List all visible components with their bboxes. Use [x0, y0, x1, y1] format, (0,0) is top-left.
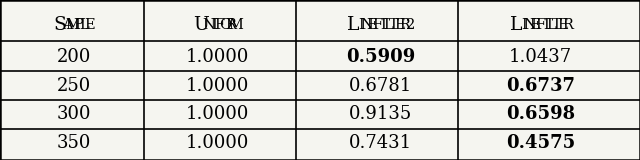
Text: 1.0000: 1.0000 [186, 134, 250, 152]
Text: N: N [360, 18, 373, 32]
Text: E: E [84, 18, 95, 32]
Text: L: L [348, 16, 360, 34]
Text: I: I [521, 18, 527, 32]
Text: N: N [523, 18, 536, 32]
Text: R: R [562, 18, 573, 32]
Text: 0.6598: 0.6598 [506, 105, 575, 123]
Text: 0.6737: 0.6737 [506, 77, 575, 95]
Text: F: F [214, 18, 225, 32]
Text: S: S [54, 16, 67, 34]
Text: A: A [62, 18, 73, 32]
Text: R: R [399, 18, 410, 32]
Text: N: N [202, 18, 215, 32]
Text: 1.0437: 1.0437 [509, 48, 572, 66]
Text: L: L [383, 18, 393, 32]
Text: 0.4575: 0.4575 [506, 134, 575, 152]
Text: 200: 200 [56, 48, 91, 66]
Text: 1.0000: 1.0000 [186, 48, 250, 66]
Text: T: T [552, 18, 561, 32]
Text: F: F [372, 18, 383, 32]
Text: E: E [529, 18, 540, 32]
Text: 0.9135: 0.9135 [349, 105, 412, 123]
Text: 0.6781: 0.6781 [349, 77, 412, 95]
Text: R: R [225, 18, 236, 32]
Text: U: U [193, 16, 209, 34]
Text: 300: 300 [56, 105, 91, 123]
Text: 1.0000: 1.0000 [186, 105, 250, 123]
Text: E: E [367, 18, 378, 32]
Text: I: I [380, 18, 386, 32]
Text: 2: 2 [406, 18, 415, 32]
Text: I: I [543, 18, 548, 32]
Text: L: L [79, 18, 89, 32]
Text: 350: 350 [56, 134, 91, 152]
Text: L: L [547, 18, 556, 32]
Text: I: I [211, 18, 217, 32]
Text: O: O [219, 18, 231, 32]
Text: I: I [358, 18, 364, 32]
Text: 0.5909: 0.5909 [346, 48, 415, 66]
Text: 250: 250 [56, 77, 91, 95]
Text: M: M [228, 18, 244, 32]
Text: L: L [510, 16, 522, 34]
Text: 1.0000: 1.0000 [186, 77, 250, 95]
Text: 0.7431: 0.7431 [349, 134, 412, 152]
Text: F: F [535, 18, 545, 32]
Text: P: P [74, 18, 83, 32]
Text: E: E [557, 18, 568, 32]
Text: E: E [394, 18, 404, 32]
Text: T: T [389, 18, 399, 32]
Text: M: M [65, 18, 81, 32]
